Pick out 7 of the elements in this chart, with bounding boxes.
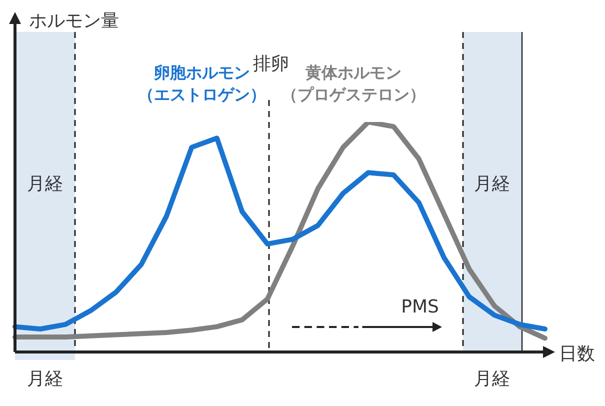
- annotation: PMS: [401, 296, 439, 318]
- text: 月経: [27, 368, 63, 390]
- text: 月経: [474, 368, 510, 390]
- annotation: 月経: [27, 174, 63, 195]
- annotation: 月経: [474, 174, 510, 195]
- x-axis-title: 日数: [559, 344, 595, 365]
- text: ホルモン量: [29, 10, 119, 32]
